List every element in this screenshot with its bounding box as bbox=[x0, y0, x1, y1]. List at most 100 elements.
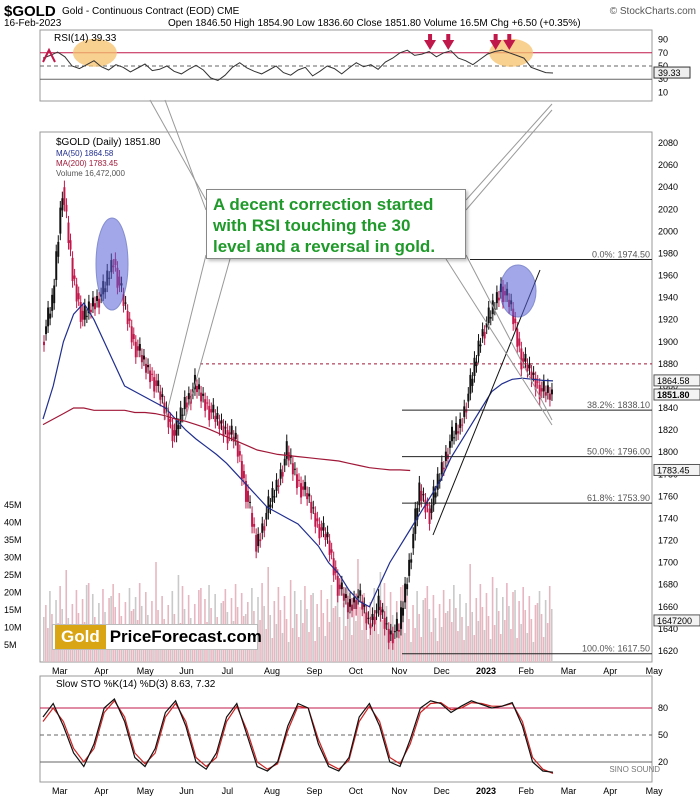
candle-body bbox=[481, 329, 484, 337]
volume-bar bbox=[416, 591, 418, 662]
candle-body bbox=[283, 458, 286, 466]
candle-body bbox=[128, 318, 131, 321]
volume-bar bbox=[363, 593, 365, 662]
legend-volume: Volume 16,472,000 bbox=[56, 169, 125, 178]
volume-bar bbox=[477, 621, 480, 662]
rsi-arrow-marker bbox=[503, 40, 516, 50]
candle-body bbox=[73, 275, 76, 279]
volume-bar bbox=[451, 622, 453, 662]
rsi-arrow-marker bbox=[424, 40, 437, 50]
callout-pointer bbox=[164, 99, 207, 211]
candle-body bbox=[220, 420, 223, 424]
candle-body bbox=[357, 595, 360, 598]
price-tick-label: 1880 bbox=[658, 359, 678, 369]
rsi-line bbox=[42, 49, 554, 82]
candle-body bbox=[71, 257, 74, 282]
volume-bar bbox=[483, 630, 486, 662]
volume-bar bbox=[353, 598, 355, 662]
callout-pointer bbox=[164, 254, 207, 421]
price-title: $GOLD (Daily) 1851.80 bbox=[56, 137, 161, 148]
price-tick-label: 2060 bbox=[658, 160, 678, 170]
candle-body bbox=[322, 522, 325, 531]
sto-month-label: Oct bbox=[349, 786, 364, 796]
candle-body bbox=[497, 297, 500, 301]
month-label: Mar bbox=[52, 666, 68, 676]
candle-body bbox=[83, 305, 86, 320]
candle-body bbox=[255, 535, 258, 552]
month-label: Sep bbox=[306, 666, 322, 676]
candle-body bbox=[132, 334, 135, 340]
volume-bar bbox=[65, 570, 68, 662]
volume-bar bbox=[289, 580, 292, 662]
fib-label: 100.0%: 1617.50 bbox=[582, 644, 650, 654]
candle-body bbox=[155, 380, 158, 386]
candle-body bbox=[308, 493, 311, 497]
candle-body bbox=[455, 422, 458, 435]
volume-bar bbox=[408, 619, 410, 662]
price-badge-label: 1864.58 bbox=[657, 376, 690, 386]
volume-bar bbox=[530, 619, 533, 662]
candle-body bbox=[448, 441, 451, 448]
volume-bar bbox=[544, 600, 547, 662]
symbol-name: Gold - Continuous Contract (EOD) CME bbox=[62, 6, 240, 17]
volume-bar bbox=[349, 612, 351, 662]
candle-body bbox=[471, 378, 474, 386]
candle-body bbox=[428, 508, 431, 524]
candle-body bbox=[548, 393, 551, 400]
volume-bar bbox=[520, 624, 522, 662]
volume-bar bbox=[96, 640, 98, 662]
candle-body bbox=[244, 480, 247, 502]
candle-body bbox=[98, 298, 101, 308]
volume-bar bbox=[465, 603, 467, 662]
candle-body bbox=[236, 441, 239, 457]
ma50-line bbox=[42, 302, 554, 608]
price-tick-label: 1840 bbox=[658, 403, 678, 413]
candle-body bbox=[281, 472, 284, 477]
candle-body bbox=[418, 482, 421, 506]
volume-bar bbox=[367, 639, 369, 662]
candle-body bbox=[224, 427, 227, 429]
candle-body bbox=[257, 533, 260, 547]
volume-bar bbox=[328, 622, 331, 662]
candle-body bbox=[249, 501, 252, 503]
price-tick-label: 1940 bbox=[658, 293, 678, 303]
volume-bar bbox=[426, 586, 429, 662]
volume-bar bbox=[283, 596, 286, 662]
rsi-arrow-stem bbox=[428, 34, 433, 41]
candle-body bbox=[424, 499, 427, 513]
volume-bar bbox=[546, 623, 549, 662]
volume-bar bbox=[359, 607, 361, 662]
candle-body bbox=[63, 187, 66, 205]
candle-body bbox=[267, 496, 270, 513]
candle-body bbox=[177, 425, 180, 430]
month-label: May bbox=[646, 666, 664, 676]
candle-body bbox=[346, 602, 349, 613]
volume-bar bbox=[397, 624, 400, 662]
price-tick-label: 1620 bbox=[658, 646, 678, 656]
month-label: Feb bbox=[518, 666, 534, 676]
volume-bar bbox=[375, 611, 378, 662]
candle-body bbox=[395, 618, 398, 632]
volume-bar bbox=[285, 619, 288, 662]
candle-body bbox=[546, 385, 549, 393]
candle-body bbox=[404, 583, 407, 603]
candle-body bbox=[383, 617, 386, 629]
volume-bar bbox=[87, 583, 90, 662]
candle-body bbox=[328, 540, 331, 555]
candle-body bbox=[361, 601, 364, 610]
watermark: SINO SOUND bbox=[609, 765, 660, 774]
sto-month-label: Mar bbox=[561, 786, 577, 796]
rsi-arrow-left bbox=[42, 47, 56, 63]
candle-body bbox=[400, 607, 402, 629]
volume-bar bbox=[275, 624, 278, 662]
candle-body bbox=[377, 595, 380, 611]
candle-body bbox=[238, 451, 241, 456]
volume-bar bbox=[346, 589, 349, 662]
candle-body bbox=[79, 302, 82, 322]
candle-body bbox=[204, 399, 207, 411]
candle-body bbox=[85, 315, 88, 317]
candle-body bbox=[230, 425, 233, 435]
volume-bar bbox=[432, 595, 435, 662]
volume-bar bbox=[47, 628, 49, 662]
volume-bar bbox=[504, 620, 506, 662]
